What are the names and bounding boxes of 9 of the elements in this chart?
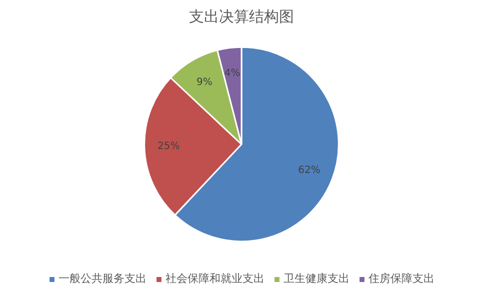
data-label: 9% [196,77,212,88]
legend-label: 社会保障和就业支出 [166,271,264,286]
legend-label: 住房保障支出 [368,271,434,286]
data-label: 4% [224,68,240,79]
legend-label: 一般公共服务支出 [58,271,146,286]
legend-label: 卫生健康支出 [284,271,350,286]
data-label: 62% [298,165,320,176]
chart-title: 支出决算结构图 [189,8,294,26]
data-label: 25% [158,140,180,152]
